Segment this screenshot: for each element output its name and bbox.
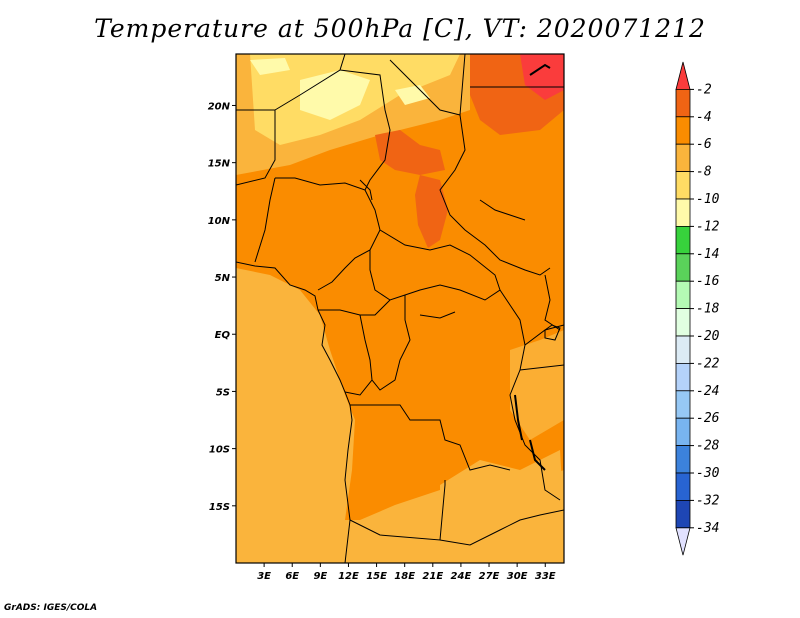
lat-tick-label: 5N <box>215 273 231 284</box>
lon-tick-label: 27E <box>479 571 500 582</box>
colorbar-label: -26 <box>696 411 720 426</box>
border-libya <box>389 54 466 116</box>
border-benin <box>254 177 276 263</box>
colorbar-segment <box>675 143 691 172</box>
border-darfur <box>479 199 526 221</box>
colorbar-label: -10 <box>696 192 720 207</box>
field-band-zambia <box>440 450 564 540</box>
field-spot-north <box>395 85 430 105</box>
lon-tick-label: 12E <box>338 571 359 582</box>
river-congo <box>419 311 456 319</box>
colorbar-segment <box>675 280 691 310</box>
latitude-axis: 20N 15N 10N 5N EQ 5S 10S 15S <box>208 101 236 513</box>
colorbar-label: -22 <box>696 356 720 371</box>
colorbar: -2 -4 -6 -8 -10 -12 -14 -16 -18 -20 -22 -24 -26 -28 -3… <box>675 61 720 556</box>
colorbar-segment <box>675 225 691 255</box>
colorbar-label: -6 <box>696 137 712 152</box>
border-algeria-mali <box>274 54 346 111</box>
colorbar-label: -4 <box>696 110 712 125</box>
field-band-east <box>510 330 564 440</box>
colorbar-segment <box>675 171 691 200</box>
colorbar-label: -8 <box>696 165 712 180</box>
border-tanzania <box>519 364 564 371</box>
colorbar-label: -20 <box>696 329 720 344</box>
colorbar-segment <box>675 308 691 337</box>
colorbar-bottom-arrow <box>675 527 691 556</box>
colorbar-top-arrow <box>675 61 691 90</box>
lat-tick-label: EQ <box>215 330 231 341</box>
border-car <box>369 229 501 301</box>
map-frame <box>235 53 565 564</box>
border-angola-drc <box>350 404 511 471</box>
border-zambia-south <box>439 509 564 546</box>
country-borders <box>236 54 564 563</box>
colorbar-label: -12 <box>696 219 720 234</box>
lake-malawi <box>529 439 546 471</box>
lake-tanganyika <box>514 394 523 441</box>
temperature-field <box>236 54 564 563</box>
colorbar-label: -2 <box>696 82 712 97</box>
field-band-sahara-lightest <box>300 70 370 120</box>
colorbar-segment <box>675 89 691 118</box>
colorbar-label: -34 <box>696 521 719 536</box>
colorbar-segment <box>675 116 691 145</box>
grads-credit: GrADS: IGES/COLA <box>4 603 98 613</box>
lat-tick-label: 10S <box>209 445 230 456</box>
colorbar-segment <box>675 362 691 392</box>
lon-tick-label: 9E <box>313 571 327 582</box>
lon-tick-label: 21E <box>422 571 443 582</box>
longitude-axis: 3E 6E 9E 12E 15E 18E 21E 24E 27E 30E 33E <box>257 563 556 582</box>
lat-tick-label: 15S <box>209 502 230 513</box>
border-drc-inner <box>371 295 411 391</box>
atlantic-coastline <box>236 261 353 563</box>
lake-victoria <box>544 324 561 341</box>
lon-tick-label: 15E <box>366 571 387 582</box>
lon-tick-label: 30E <box>507 571 528 582</box>
colorbar-segment <box>675 253 691 282</box>
border-mali-west <box>236 109 276 186</box>
lat-tick-label: 10N <box>208 216 231 227</box>
border-congo-drc <box>344 314 373 396</box>
lon-tick-label: 33E <box>535 571 556 582</box>
border-drc-east <box>499 289 561 501</box>
colorbar-segment <box>675 445 691 474</box>
lat-tick-label: 5S <box>216 387 230 398</box>
colorbar-label: -18 <box>696 302 720 317</box>
lon-tick-label: 6E <box>285 571 299 582</box>
lat-tick-label: 20N <box>208 101 231 112</box>
border-niger <box>275 69 391 191</box>
colorbar-segment <box>675 499 691 529</box>
colorbar-label: -30 <box>696 466 720 481</box>
colorbar-label: -14 <box>696 247 719 262</box>
field-warm-central <box>415 175 448 248</box>
lon-tick-label: 24E <box>451 571 472 582</box>
colorbar-segment <box>675 390 691 419</box>
colorbar-label: -28 <box>696 439 720 454</box>
lat-tick-label: 15N <box>208 159 231 170</box>
colorbar-segment <box>675 198 691 227</box>
nile-lake <box>529 63 551 76</box>
colorbar-label: -32 <box>696 493 720 508</box>
lon-tick-label: 3E <box>257 571 271 582</box>
field-warmest-northeast <box>520 54 564 100</box>
colorbar-segment <box>675 472 691 501</box>
map-title: Temperature at 500hPa [C], VT: 202007121… <box>94 14 706 43</box>
lon-tick-label: 18E <box>394 571 415 582</box>
colorbar-label: -24 <box>696 384 719 399</box>
field-spot-nw <box>250 58 290 75</box>
border-sudan <box>439 114 551 276</box>
lake-chad <box>359 179 373 201</box>
colorbar-segment <box>675 335 691 364</box>
colorbar-segment <box>675 417 691 447</box>
field-warm-chad <box>375 130 445 175</box>
border-nigeria-cameroon <box>317 189 381 291</box>
colorbar-label: -16 <box>696 274 720 289</box>
